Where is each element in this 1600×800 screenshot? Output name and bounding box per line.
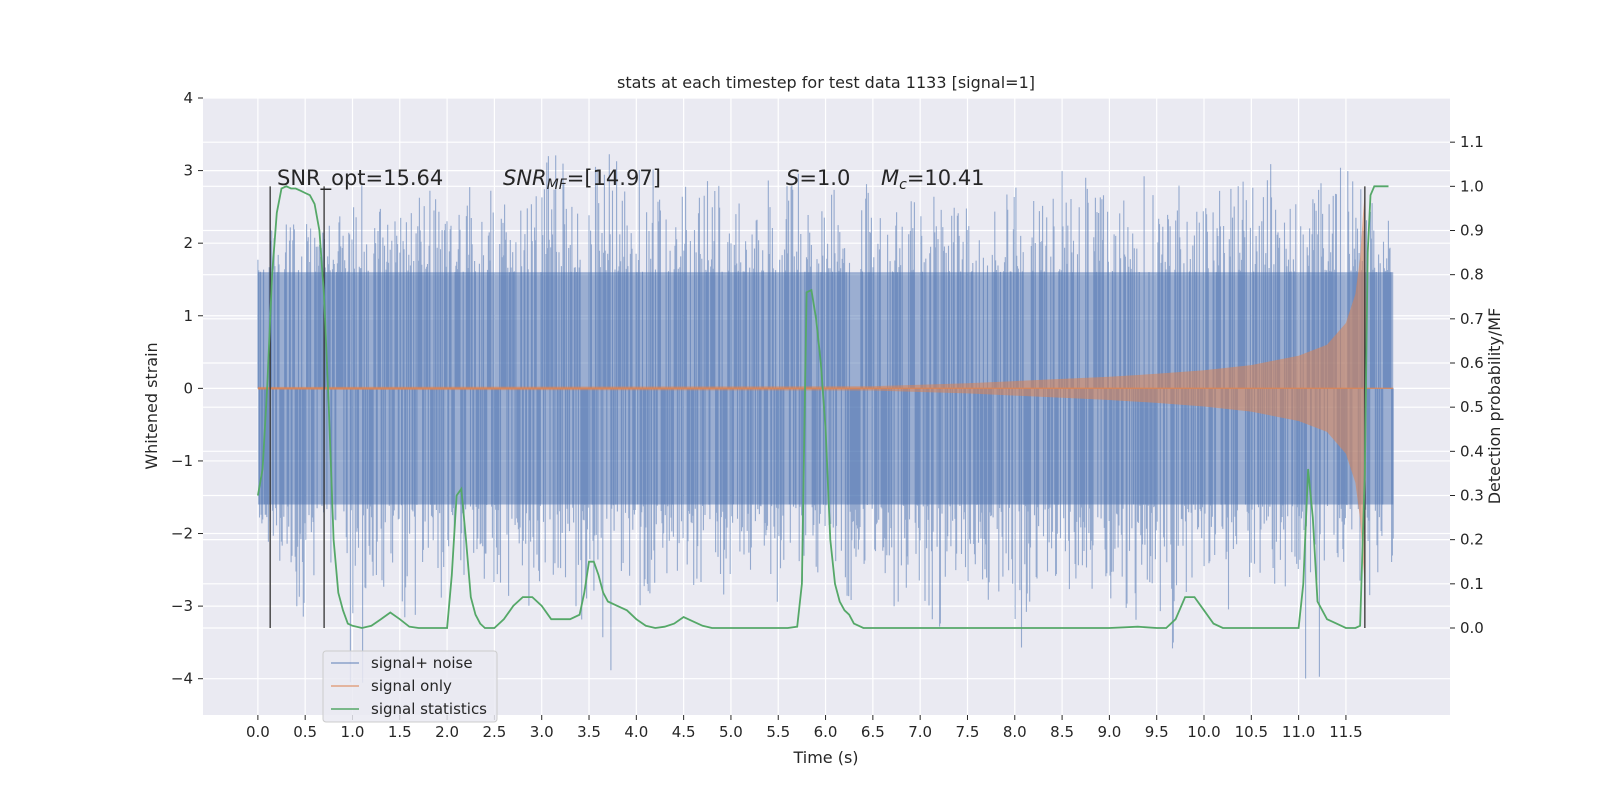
y-tick-label: −1 [171,452,193,470]
y-tick-label: 4 [183,89,193,107]
x-tick-label: 6.5 [861,723,885,741]
annotation-s-value: S=1.0 [786,166,850,190]
x-tick-label: 4.5 [672,723,696,741]
x-tick-label: 3.5 [577,723,601,741]
x-tick-label: 8.5 [1050,723,1074,741]
x-tick-label: 6.0 [814,723,838,741]
x-tick-label: 8.0 [1003,723,1027,741]
y2-tick-label: 0.3 [1460,486,1484,504]
y2-tick-label: 0.1 [1460,575,1484,593]
y-tick-label: −3 [171,597,193,615]
signal-envelope [257,192,1394,585]
signal-statistics-series [257,185,1389,629]
x-tick-label: 7.0 [908,723,932,741]
y2-tick-label: 0.8 [1460,266,1484,284]
y-tick-label: 1 [183,307,193,325]
x-tick-label: 1.0 [341,723,365,741]
snr-mf-prefix: SNR [503,166,547,190]
mc-subscript: c [899,177,907,193]
y2-tick-label: 0.6 [1460,354,1484,372]
y-tick-label: 2 [183,234,193,252]
legend-label-signal-statistics: signal statistics [371,700,487,718]
y-tick-label: −2 [171,525,193,543]
annotation-mc-value: Mc=10.41 [881,166,985,193]
annotation-snr-mf: SNRMF=[14.97] [503,166,661,193]
y2-axis-label: Detection probability/MF [1485,308,1504,505]
x-tick-label: 5.5 [766,723,790,741]
x-tick-label: 2.0 [435,723,459,741]
y-tick-label: −4 [171,670,193,688]
x-tick-label: 10.5 [1235,723,1268,741]
y2-tick-label: 0.4 [1460,442,1484,460]
x-tick-label: 10.0 [1187,723,1220,741]
snr-mf-subscript: MF [547,177,568,193]
annotation-snr-opt: SNR_opt=15.64 [277,166,443,191]
x-tick-label: 3.0 [530,723,554,741]
legend-label-signal-noise: signal+ noise [371,654,473,672]
x-tick-label: 0.0 [246,723,270,741]
legend-label-signal-only: signal only [371,677,452,695]
chart-title: stats at each timestep for test data 113… [617,73,1035,92]
y2-ticks: 1.1 1.0 0.9 0.8 0.7 0.6 0.5 0.4 0.3 0.2 0.1 0.0 [1450,133,1484,637]
s-variable: S [786,166,799,190]
s-rest: =1.0 [799,166,850,190]
x-tick-label: 9.5 [1145,723,1169,741]
legend: signal+ noise signal only signal statist… [322,650,498,723]
y2-tick-label: 0.0 [1460,619,1484,637]
y-tick-label: 0 [183,379,193,397]
mc-rest: =10.41 [907,166,985,190]
x-tick-label: 11.5 [1329,723,1362,741]
x-tick-label: 0.5 [293,723,317,741]
y-tick-label: 3 [183,162,193,180]
y-axis-label: Whitened strain [142,342,161,469]
x-tick-label: 7.5 [956,723,980,741]
signal-only-series [257,192,1394,585]
x-tick-label: 2.5 [482,723,506,741]
y2-tick-label: 0.2 [1460,531,1484,549]
x-tick-label: 9.0 [1097,723,1121,741]
x-tick-label: 4.0 [624,723,648,741]
x-tick-label: 1.5 [388,723,412,741]
legend-box [322,650,498,723]
y-ticks: 4 3 2 1 0 −1 −2 −3 −4 [171,89,203,688]
x-tick-label: 5.0 [719,723,743,741]
y2-tick-label: 0.5 [1460,398,1484,416]
snr-mf-value: =[14.97] [567,166,661,190]
noise-spikes [257,154,1394,683]
y2-tick-label: 0.9 [1460,221,1484,239]
statistics-line [257,185,1389,629]
x-ticks: 0.0 0.5 1.0 1.5 2.0 2.5 3.0 3.5 4.0 4.5 5.0 5.5 6.0 6… [246,715,1363,741]
y2-tick-label: 1.1 [1460,133,1484,151]
x-axis-label: Time (s) [792,748,858,767]
y2-tick-label: 0.7 [1460,310,1484,328]
y2-tick-label: 1.0 [1460,177,1484,195]
mc-variable: M [881,166,899,190]
x-tick-label: 11.0 [1282,723,1315,741]
